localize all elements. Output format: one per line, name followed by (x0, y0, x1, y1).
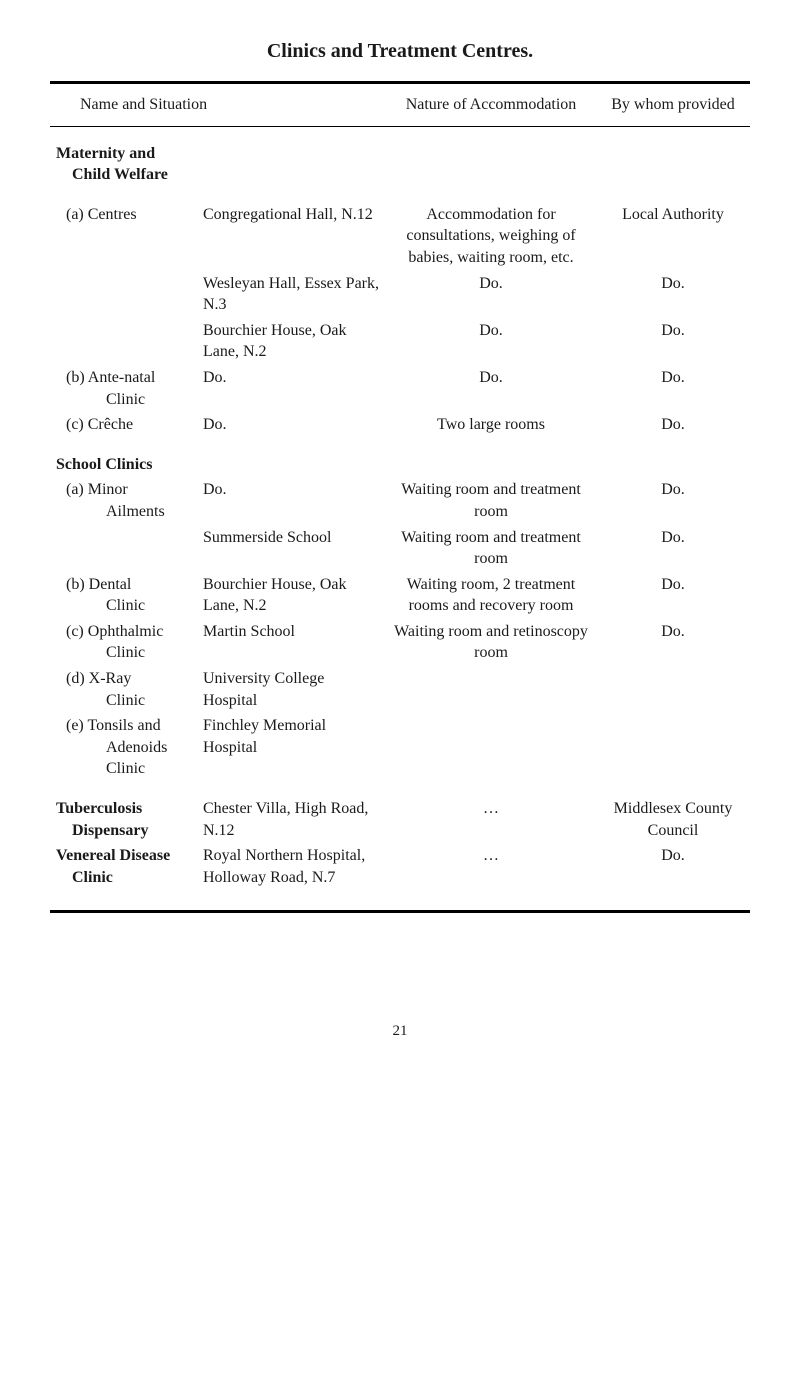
school-b-label2: Clinic (66, 597, 145, 614)
maternity-c-label: (c) Crêche (50, 412, 197, 438)
page-number: 21 (50, 1023, 750, 1040)
school-b-label: (b) Dental (66, 576, 131, 593)
school-c-label2: Clinic (66, 644, 145, 661)
tb-provider: Middlesex County Council (596, 796, 750, 843)
maternity-b-provider: Do. (596, 365, 750, 412)
school-a-provider-1: Do. (596, 477, 750, 524)
tb-nature: … (386, 796, 596, 843)
document-page: Clinics and Treatment Centres. Name and … (0, 0, 800, 1379)
maternity-a-nature-1: Accommodation for consultations, weighin… (386, 202, 596, 271)
maternity-a-provider-1: Local Authority (596, 202, 750, 271)
school-a-nature-1: Waiting room and treatment room (386, 477, 596, 524)
table-row: (b) Dental Clinic Bourchier House, Oak L… (50, 572, 750, 619)
maternity-b-label2: Clinic (66, 391, 145, 408)
table-row: Wesleyan Hall, Essex Park, N.3 Do. Do. (50, 271, 750, 318)
school-d-situation: University College Hospital (197, 666, 386, 713)
maternity-a-provider-2: Do. (596, 271, 750, 318)
section-maternity-heading: Maternity and Child Welfare (50, 141, 750, 188)
school-a-nature-2: Waiting room and treatment room (386, 525, 596, 572)
school-e-nature (386, 713, 596, 782)
school-d-label: (d) X-Ray (66, 670, 131, 687)
school-d-provider (596, 666, 750, 713)
school-b-nature: Waiting room, 2 treatment rooms and reco… (386, 572, 596, 619)
maternity-b-nature: Do. (386, 365, 596, 412)
table-row: (e) Tonsils and Adenoids Clinic Finchley… (50, 713, 750, 782)
school-a-situation-2: Summerside School (197, 525, 386, 572)
table-row: (c) Crêche Do. Two large rooms Do. (50, 412, 750, 438)
table-row: (d) X-Ray Clinic University College Hosp… (50, 666, 750, 713)
maternity-c-provider: Do. (596, 412, 750, 438)
header-col-nature: Nature of Accommodation (386, 84, 596, 126)
school-a-provider-2: Do. (596, 525, 750, 572)
maternity-a-nature-2: Do. (386, 271, 596, 318)
clinics-table: Name and Situation Nature of Accommodati… (50, 84, 750, 126)
maternity-b-situation: Do. (197, 365, 386, 412)
table-row: Venereal Disease Clinic Royal Northern H… (50, 843, 750, 890)
table-header-row: Name and Situation Nature of Accommodati… (50, 84, 750, 126)
school-e-situation: Finchley Memorial Hospital (197, 713, 386, 782)
school-c-provider: Do. (596, 619, 750, 666)
school-e-label2: Adenoids (66, 739, 167, 756)
tb-label1: Tuberculosis (56, 800, 142, 817)
vd-label2: Clinic (56, 869, 113, 886)
school-e-label3: Clinic (66, 760, 145, 777)
table-row: (a) Minor Ailments Do. Waiting room and … (50, 477, 750, 524)
school-b-situation: Bourchier House, Oak Lane, N.2 (197, 572, 386, 619)
vd-nature: … (386, 843, 596, 890)
maternity-a-provider-3: Do. (596, 318, 750, 365)
table-row: Summerside School Waiting room and treat… (50, 525, 750, 572)
maternity-a-situation-2: Wesleyan Hall, Essex Park, N.3 (197, 271, 386, 318)
maternity-c-nature: Two large rooms (386, 412, 596, 438)
table-row: (a) Centres Congregational Hall, N.12 Ac… (50, 202, 750, 271)
maternity-c-situation: Do. (197, 412, 386, 438)
maternity-a-situation-1: Congregational Hall, N.12 (197, 202, 386, 271)
table-row: Tuberculosis Dispensary Chester Villa, H… (50, 796, 750, 843)
header-col-by-whom: By whom provided (596, 84, 750, 126)
clinics-body-table: Maternity and Child Welfare (a) Centres … (50, 127, 750, 905)
vd-label1: Venereal Disease (56, 847, 170, 864)
school-d-nature (386, 666, 596, 713)
school-c-nature: Waiting room and retinoscopy room (386, 619, 596, 666)
section-school-heading: School Clinics (50, 452, 750, 478)
school-a-label2: Ailments (66, 503, 165, 520)
school-d-label2: Clinic (66, 692, 145, 709)
school-e-provider (596, 713, 750, 782)
school-b-provider: Do. (596, 572, 750, 619)
table-row: Bourchier House, Oak Lane, N.2 Do. Do. (50, 318, 750, 365)
table-row: (c) Ophthalmic Clinic Martin School Wait… (50, 619, 750, 666)
maternity-a-label: (a) Centres (50, 202, 197, 271)
school-a-situation-1: Do. (197, 477, 386, 524)
maternity-a-nature-3: Do. (386, 318, 596, 365)
header-col-name-situation: Name and Situation (50, 84, 386, 126)
vd-situation: Royal Northern Hospital, Holloway Road, … (197, 843, 386, 890)
bottom-rule (50, 910, 750, 913)
vd-provider: Do. (596, 843, 750, 890)
tb-situation: Chester Villa, High Road, N.12 (197, 796, 386, 843)
maternity-heading-line2: Child Welfare (56, 166, 168, 183)
maternity-b-label: (b) Ante-natal (66, 369, 155, 386)
page-title: Clinics and Treatment Centres. (50, 40, 750, 63)
maternity-heading-line1: Maternity and (56, 145, 155, 162)
school-c-label: (c) Ophthalmic (66, 623, 163, 640)
school-a-label: (a) Minor (66, 481, 128, 498)
maternity-a-situation-3: Bourchier House, Oak Lane, N.2 (197, 318, 386, 365)
tb-label2: Dispensary (56, 822, 148, 839)
table-row: (b) Ante-natal Clinic Do. Do. Do. (50, 365, 750, 412)
school-c-situation: Martin School (197, 619, 386, 666)
school-heading: School Clinics (50, 452, 386, 478)
school-e-label: (e) Tonsils and (66, 717, 161, 734)
